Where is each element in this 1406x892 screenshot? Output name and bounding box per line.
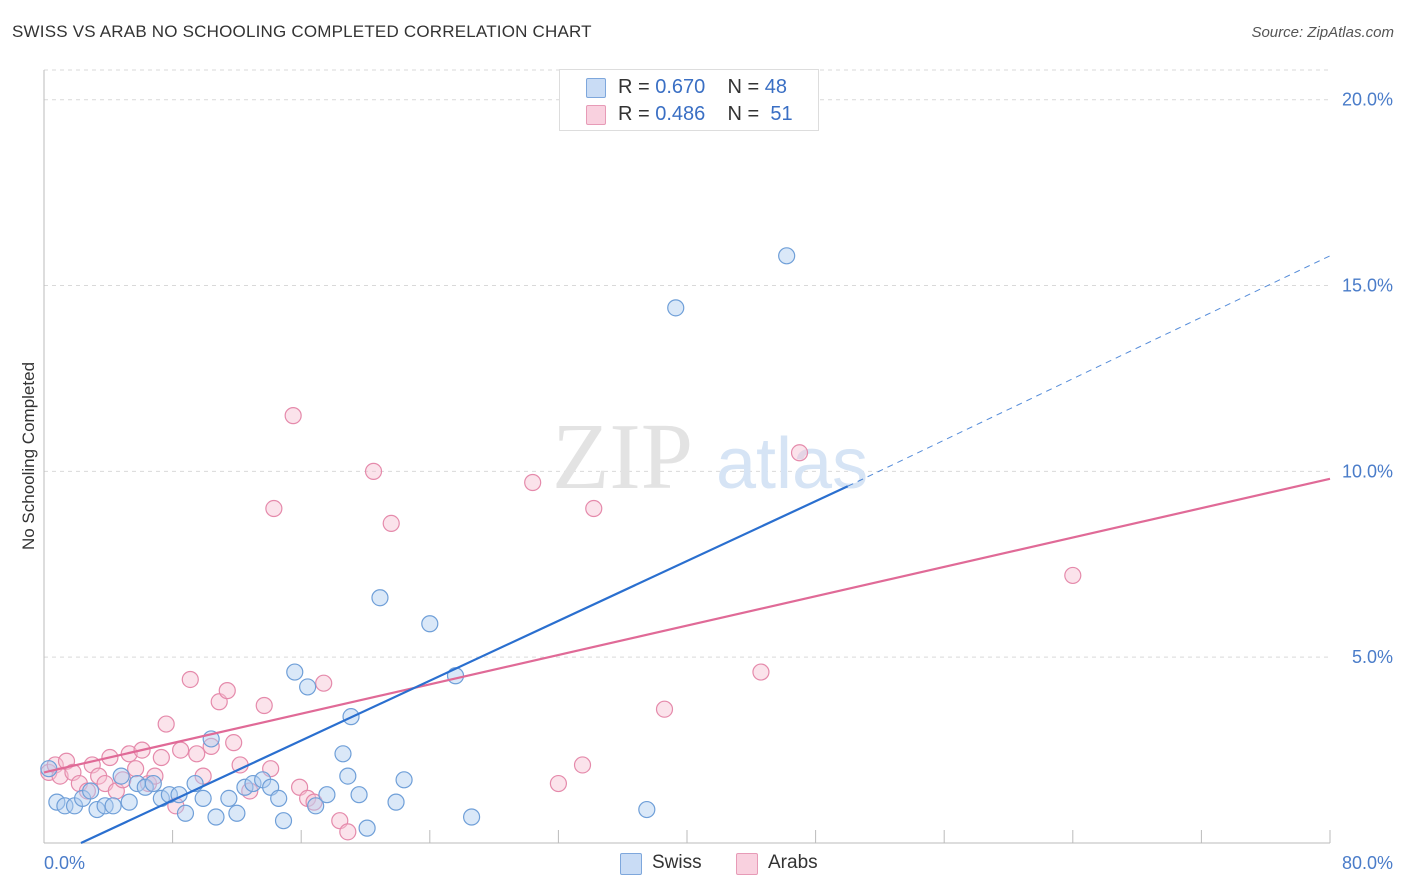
swiss-point xyxy=(334,745,352,763)
bottom-arabs-swatch xyxy=(736,853,758,875)
swiss-point xyxy=(82,782,100,800)
arabs-point xyxy=(382,514,400,532)
y-tick-label: 5.0% xyxy=(1352,647,1393,667)
x-tick-label-end: 80.0% xyxy=(1342,853,1393,873)
arabs-point xyxy=(152,748,170,767)
swiss-point xyxy=(228,804,246,822)
swiss-point xyxy=(387,793,405,811)
swiss-r-label: R = xyxy=(618,76,650,98)
swiss-point xyxy=(220,789,238,808)
swiss-point xyxy=(136,778,154,796)
swiss-point xyxy=(236,778,254,796)
arabs-point xyxy=(284,407,302,425)
swiss-point xyxy=(318,786,336,804)
arabs-point xyxy=(218,682,236,700)
swiss-r-value: 0.670 xyxy=(655,76,706,98)
arabs-point xyxy=(585,499,603,518)
arabs-point xyxy=(157,715,175,733)
axes xyxy=(43,70,1331,844)
arabs-r-label: R = xyxy=(618,103,650,125)
swiss-swatch xyxy=(586,78,606,98)
arabs-point xyxy=(339,823,357,841)
arabs-point xyxy=(255,696,273,715)
bottom-swiss-swatch xyxy=(620,853,642,875)
arabs-swatch xyxy=(586,105,606,125)
arabs-point xyxy=(573,756,592,774)
swiss-point xyxy=(350,786,368,804)
swiss-point xyxy=(339,767,357,785)
arabs-point xyxy=(172,741,190,759)
swiss-point xyxy=(395,771,413,789)
swiss-trend-line xyxy=(80,485,849,844)
arabs-point xyxy=(364,462,383,480)
swiss-point xyxy=(307,797,325,815)
x-tick-label-start: 0.0% xyxy=(44,853,85,873)
arabs-point xyxy=(752,663,770,681)
arabs-trend-line xyxy=(43,477,1331,774)
bottom-swiss-label: Swiss xyxy=(652,852,702,873)
swiss-point xyxy=(40,760,58,778)
swiss-point xyxy=(358,819,376,837)
arabs-point xyxy=(181,670,199,689)
swiss-n-label: N = xyxy=(727,76,760,98)
arabs-point xyxy=(225,734,243,752)
swiss-point xyxy=(778,247,796,265)
swiss-point xyxy=(112,767,130,785)
arabs-point xyxy=(655,700,674,718)
swiss-point xyxy=(371,589,389,607)
swiss-trend-extension xyxy=(847,255,1331,487)
arabs-n-label: N = xyxy=(727,103,760,125)
swiss-point xyxy=(104,797,122,815)
y-tick-label: 15.0% xyxy=(1342,276,1393,296)
swiss-point xyxy=(667,299,685,317)
y-tick-label: 20.0% xyxy=(1342,90,1393,110)
arabs-r-value: 0.486 xyxy=(655,103,706,125)
tick-labels: 5.0% 10.0% 15.0% 20.0% 0.0% 80.0% xyxy=(44,90,1393,873)
swiss-point xyxy=(144,774,162,793)
swiss-point xyxy=(48,793,66,811)
watermark-atlas: atlas xyxy=(716,424,868,504)
swiss-point xyxy=(120,793,138,811)
swiss-n-value: 48 xyxy=(764,76,788,98)
swiss-point xyxy=(244,774,262,793)
watermark: ZIP atlas xyxy=(552,405,868,509)
swiss-points xyxy=(40,247,796,837)
bottom-arabs-label: Arabs xyxy=(768,852,818,873)
swiss-point xyxy=(194,789,212,808)
swiss-point xyxy=(207,808,225,826)
swiss-point xyxy=(56,797,74,815)
arabs-point xyxy=(524,473,542,492)
watermark-zip: ZIP xyxy=(552,405,693,509)
arabs-point xyxy=(188,745,206,763)
arabs-point xyxy=(549,774,568,793)
arabs-point xyxy=(1064,566,1082,585)
swiss-point xyxy=(286,663,304,681)
swiss-point xyxy=(421,615,439,633)
swiss-point xyxy=(270,789,288,808)
trend-lines xyxy=(43,255,1331,844)
arabs-n-value: 51 xyxy=(770,103,793,125)
chart-title: SWISS VS ARAB NO SCHOOLING COMPLETED COR… xyxy=(12,22,592,41)
swiss-point xyxy=(462,808,481,826)
stats-legend: R = 0.670 N = 48 R = 0.486 N = 51 xyxy=(559,69,819,131)
arabs-point xyxy=(127,760,145,778)
arabs-point xyxy=(265,499,283,518)
swiss-point xyxy=(638,800,656,819)
swiss-point xyxy=(88,800,106,819)
swiss-point xyxy=(176,804,195,822)
swiss-point xyxy=(299,678,317,696)
y-axis-label: No Schooling Completed xyxy=(19,362,38,550)
y-tick-label: 10.0% xyxy=(1342,461,1393,481)
arabs-point xyxy=(315,674,333,692)
source-label: Source: ZipAtlas.com xyxy=(1251,24,1394,41)
swiss-point xyxy=(274,812,293,830)
grid-lines xyxy=(44,69,1330,658)
arabs-point xyxy=(790,444,809,462)
